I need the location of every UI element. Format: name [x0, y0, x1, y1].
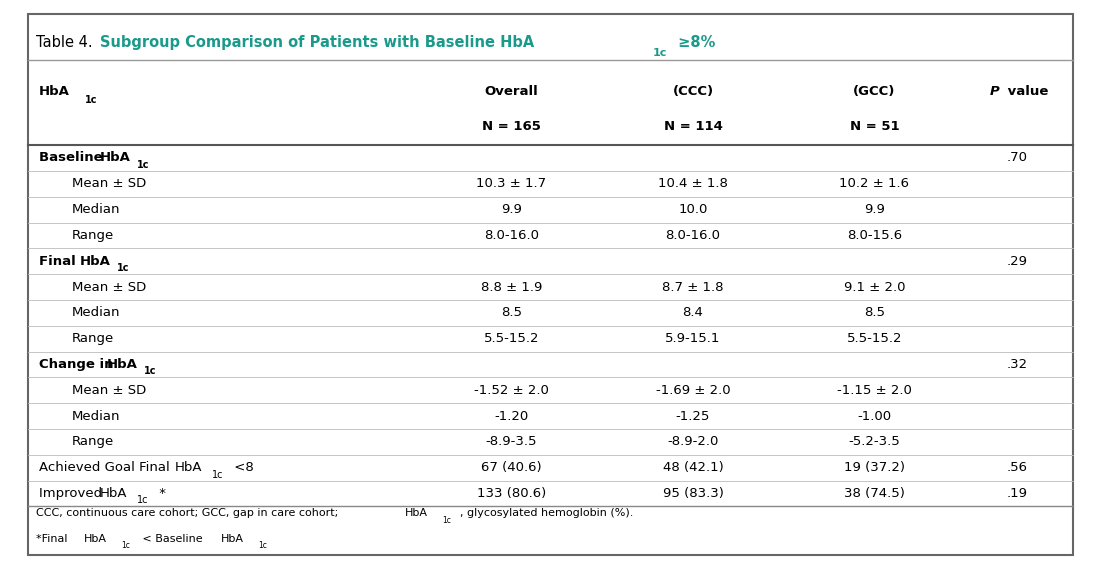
Text: 8.5: 8.5 — [864, 306, 886, 319]
Text: 1c: 1c — [212, 469, 223, 480]
Text: -1.25: -1.25 — [675, 410, 711, 423]
Text: Table 4.: Table 4. — [36, 35, 98, 50]
Text: 48 (42.1): 48 (42.1) — [662, 461, 724, 474]
Text: 5.5-15.2: 5.5-15.2 — [847, 332, 902, 345]
Text: 1c: 1c — [144, 366, 156, 376]
Text: 8.4: 8.4 — [683, 306, 703, 319]
Text: Range: Range — [72, 435, 113, 448]
Text: 8.0-15.6: 8.0-15.6 — [847, 229, 902, 242]
Text: 5.5-15.2: 5.5-15.2 — [484, 332, 539, 345]
Text: -1.52 ± 2.0: -1.52 ± 2.0 — [474, 384, 549, 397]
Text: .19: .19 — [1006, 487, 1028, 500]
Text: Baseline: Baseline — [39, 151, 107, 164]
Text: 9.9: 9.9 — [502, 203, 521, 216]
Text: N = 165: N = 165 — [482, 120, 541, 133]
Text: 1c: 1c — [117, 263, 130, 273]
Text: -1.15 ± 2.0: -1.15 ± 2.0 — [837, 384, 912, 397]
Text: 1c: 1c — [85, 94, 97, 105]
Text: -1.20: -1.20 — [494, 410, 529, 423]
Text: 8.0-16.0: 8.0-16.0 — [666, 229, 720, 242]
Text: Achieved Goal Final: Achieved Goal Final — [39, 461, 174, 474]
Text: 1c: 1c — [652, 48, 667, 58]
Text: 67 (40.6): 67 (40.6) — [481, 461, 542, 474]
Text: 10.3 ± 1.7: 10.3 ± 1.7 — [476, 178, 547, 190]
Text: HbA: HbA — [107, 358, 138, 371]
Text: Change in: Change in — [39, 358, 118, 371]
FancyBboxPatch shape — [28, 14, 1072, 555]
Text: 9.9: 9.9 — [865, 203, 884, 216]
Text: < Baseline: < Baseline — [139, 534, 206, 544]
Text: 10.4 ± 1.8: 10.4 ± 1.8 — [658, 178, 728, 190]
Text: -8.9-2.0: -8.9-2.0 — [668, 435, 718, 448]
Text: , glycosylated hemoglobin (%).: , glycosylated hemoglobin (%). — [460, 508, 632, 518]
Text: HbA: HbA — [39, 85, 69, 97]
Text: 1c: 1c — [138, 160, 150, 170]
Text: 9.1 ± 2.0: 9.1 ± 2.0 — [844, 281, 905, 294]
Text: HbA: HbA — [175, 461, 202, 474]
Text: 133 (80.6): 133 (80.6) — [477, 487, 546, 500]
Text: 8.8 ± 1.9: 8.8 ± 1.9 — [481, 281, 542, 294]
Text: 1c: 1c — [258, 541, 267, 550]
Text: Final: Final — [39, 255, 80, 268]
Text: (CCC): (CCC) — [672, 85, 714, 97]
Text: HbA: HbA — [100, 151, 131, 164]
Text: N = 114: N = 114 — [663, 120, 723, 133]
Text: -8.9-3.5: -8.9-3.5 — [486, 435, 537, 448]
Text: Overall: Overall — [485, 85, 538, 97]
Text: 19 (37.2): 19 (37.2) — [844, 461, 905, 474]
Text: 38 (74.5): 38 (74.5) — [844, 487, 905, 500]
Text: 95 (83.3): 95 (83.3) — [662, 487, 724, 500]
Text: 1c: 1c — [138, 496, 148, 505]
Text: -1.69 ± 2.0: -1.69 ± 2.0 — [656, 384, 730, 397]
Text: 8.0-16.0: 8.0-16.0 — [484, 229, 539, 242]
Text: Mean ± SD: Mean ± SD — [72, 384, 145, 397]
Text: <8: <8 — [230, 461, 254, 474]
Text: Median: Median — [72, 203, 120, 216]
Text: 8.7 ± 1.8: 8.7 ± 1.8 — [662, 281, 724, 294]
Text: 10.2 ± 1.6: 10.2 ± 1.6 — [839, 178, 910, 190]
Text: -5.2-3.5: -5.2-3.5 — [848, 435, 901, 448]
Text: -1.00: -1.00 — [857, 410, 892, 423]
Text: HbA: HbA — [405, 508, 428, 518]
Text: P: P — [990, 85, 1000, 97]
Text: .32: .32 — [1006, 358, 1028, 371]
Text: Mean ± SD: Mean ± SD — [72, 178, 145, 190]
Text: HbA: HbA — [221, 534, 244, 544]
Text: N = 51: N = 51 — [849, 120, 900, 133]
Text: CCC, continuous care cohort; GCC, gap in care cohort;: CCC, continuous care cohort; GCC, gap in… — [36, 508, 342, 518]
Text: HbA: HbA — [100, 487, 128, 500]
Text: HbA: HbA — [79, 255, 110, 268]
Text: Subgroup Comparison of Patients with Baseline HbA: Subgroup Comparison of Patients with Bas… — [100, 35, 535, 50]
Text: *Final: *Final — [36, 534, 72, 544]
Text: .70: .70 — [1006, 151, 1028, 164]
Text: 10.0: 10.0 — [679, 203, 707, 216]
Text: (GCC): (GCC) — [854, 85, 895, 97]
Text: HbA: HbA — [84, 534, 107, 544]
Text: ≥8%: ≥8% — [673, 35, 716, 50]
Text: 5.9-15.1: 5.9-15.1 — [666, 332, 720, 345]
Text: Median: Median — [72, 306, 120, 319]
Text: .56: .56 — [1006, 461, 1028, 474]
Text: Range: Range — [72, 229, 113, 242]
Text: Improved: Improved — [39, 487, 106, 500]
Text: 8.5: 8.5 — [500, 306, 522, 319]
Text: Range: Range — [72, 332, 113, 345]
Text: Mean ± SD: Mean ± SD — [72, 281, 145, 294]
Text: Median: Median — [72, 410, 120, 423]
Text: 1c: 1c — [121, 541, 130, 550]
Text: 1c: 1c — [442, 516, 451, 525]
Text: *: * — [155, 487, 166, 500]
Text: value: value — [1003, 85, 1048, 97]
Text: .29: .29 — [1006, 255, 1028, 268]
